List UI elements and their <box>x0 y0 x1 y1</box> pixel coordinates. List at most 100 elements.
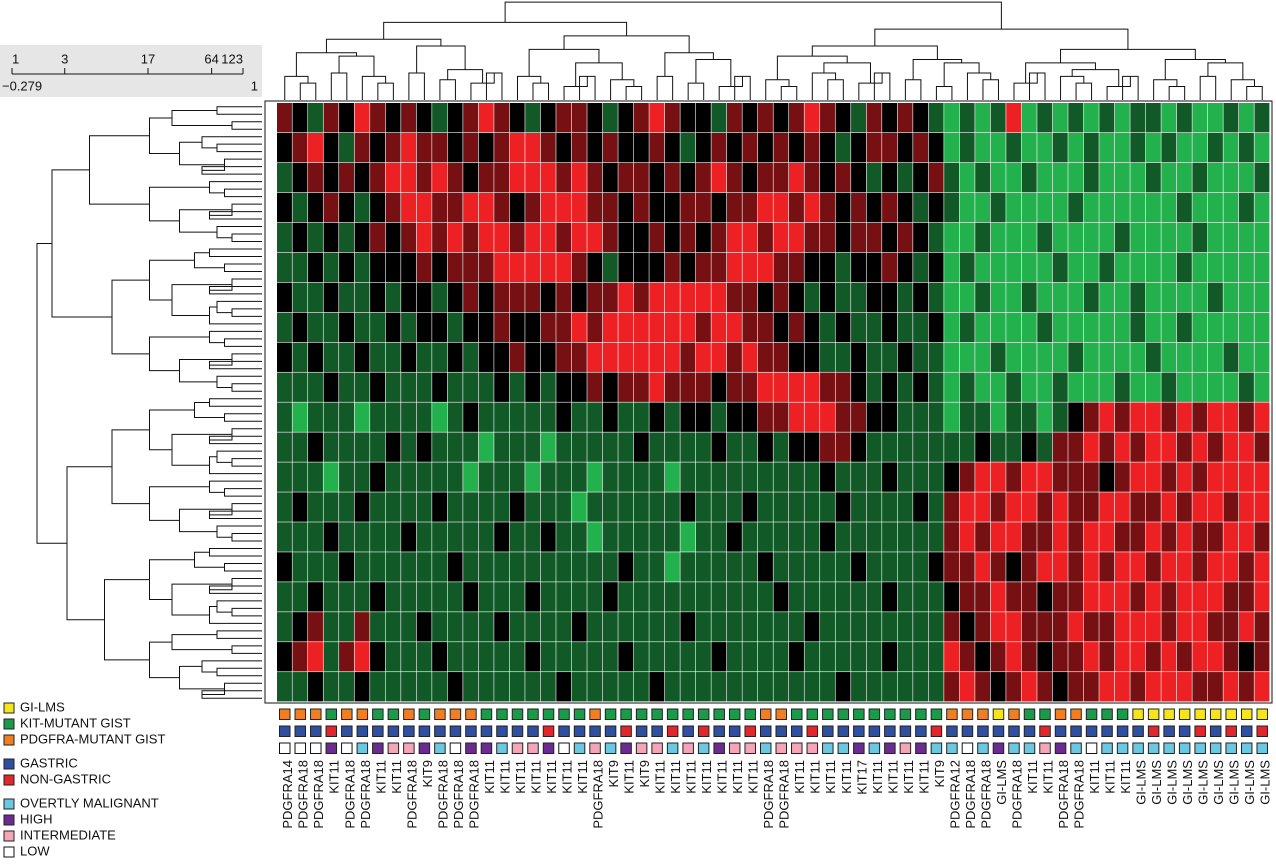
heatmap-cell <box>602 492 618 522</box>
heatmap-cell <box>1083 192 1099 223</box>
dendrogram-branch <box>695 59 732 87</box>
heatmap-cell <box>633 402 649 432</box>
annotation-square <box>527 742 539 754</box>
heatmap-cell <box>835 552 851 582</box>
heatmap-cell <box>478 432 494 462</box>
heatmap-cell <box>385 522 401 552</box>
annotation-square <box>853 725 865 737</box>
heatmap-cell <box>1068 372 1084 402</box>
heatmap-cell <box>292 402 308 432</box>
heatmap-cell <box>726 402 742 432</box>
heatmap-cell <box>990 342 1006 372</box>
heatmap-cell <box>649 552 665 582</box>
heatmap-cell <box>1130 103 1146 133</box>
heatmap-cell <box>308 672 323 702</box>
heatmap-cell <box>742 642 758 672</box>
heatmap-cell <box>928 162 944 193</box>
heatmap-cell <box>602 462 618 492</box>
annotation-square <box>620 708 632 720</box>
heatmap-cell <box>602 432 618 462</box>
annotation-square <box>1178 725 1191 737</box>
heatmap-cell <box>540 192 556 223</box>
heatmap-cell <box>1021 192 1037 223</box>
heatmap-cell <box>292 192 308 223</box>
column-label: GI-LMS <box>1242 760 1257 805</box>
heatmap-cell <box>354 432 370 462</box>
heatmap-cell <box>835 132 851 163</box>
annotation-square <box>1008 708 1020 720</box>
heatmap-cell <box>1223 162 1239 193</box>
heatmap-cell <box>944 252 960 283</box>
annotation-square <box>961 742 974 754</box>
annotation-square <box>1101 725 1113 737</box>
heatmap-cell <box>664 522 680 552</box>
heatmap-cell <box>308 582 323 612</box>
heatmap-cell <box>447 492 463 522</box>
heatmap-cell <box>1083 312 1099 342</box>
heatmap-cell <box>323 432 339 462</box>
heatmap-cell <box>478 162 494 193</box>
heatmap-cell <box>1114 222 1130 253</box>
annotation-square <box>1147 725 1160 737</box>
column-label: KIT11 <box>1103 760 1118 794</box>
annotation-square <box>1256 708 1268 720</box>
dendrogram-branch <box>656 75 674 100</box>
heatmap-cell <box>1207 132 1223 163</box>
annotation-square <box>853 742 865 754</box>
heatmap-cell <box>478 492 494 522</box>
heatmap-cell <box>401 132 417 163</box>
heatmap-cell <box>1099 372 1115 402</box>
heatmap-cell <box>1238 282 1254 313</box>
heatmap-cell <box>975 582 991 612</box>
annotation-square <box>946 708 958 720</box>
heatmap-cell <box>897 192 913 223</box>
heatmap-cell <box>509 103 525 133</box>
annotation-square <box>1008 742 1020 754</box>
heatmap-cell <box>851 552 866 582</box>
column-label: KIT11 <box>559 760 574 794</box>
heatmap-cell <box>944 282 960 313</box>
annotation-square <box>946 742 958 754</box>
heatmap-cell <box>804 252 820 283</box>
heatmap-cell <box>1006 672 1022 702</box>
heatmap-cell <box>618 492 634 522</box>
heatmap-cell <box>1223 642 1239 672</box>
heatmap-cell <box>695 132 711 163</box>
dendrogram-branch <box>171 284 232 316</box>
annotation-square <box>899 725 912 737</box>
dendrogram-branch <box>209 398 262 407</box>
heatmap-cell <box>1083 342 1099 372</box>
heatmap-cell <box>478 342 494 372</box>
heatmap-cell <box>1176 582 1192 612</box>
heatmap-cell <box>913 612 929 642</box>
heatmap-cell <box>975 252 991 283</box>
heatmap-cell <box>1161 612 1177 642</box>
heatmap-cell <box>540 402 556 432</box>
annotation-square <box>868 725 881 737</box>
heatmap-cell <box>447 582 463 612</box>
heatmap-cell <box>944 402 960 432</box>
annotation-square <box>822 725 834 737</box>
heatmap-cell <box>773 612 789 642</box>
heatmap-cell <box>292 162 308 193</box>
annotation-square <box>387 708 400 720</box>
heatmap-cell <box>1130 312 1146 342</box>
annotation-square <box>682 708 694 720</box>
heatmap-cell <box>866 402 882 432</box>
heatmap-cell <box>851 103 866 133</box>
annotation-square <box>279 708 291 720</box>
heatmap-cell <box>432 552 448 582</box>
heatmap-cell <box>463 582 479 612</box>
heatmap-cell <box>525 252 541 283</box>
heatmap-cell <box>711 402 727 432</box>
heatmap-cell <box>571 582 587 612</box>
heatmap-cell <box>726 222 742 253</box>
heatmap-cell <box>1238 162 1254 193</box>
heatmap-cell <box>292 103 308 133</box>
annotation-square <box>1085 725 1098 737</box>
heatmap-cell <box>1083 162 1099 193</box>
heatmap-cell <box>882 162 898 193</box>
heatmap-cell <box>463 402 479 432</box>
heatmap-cell <box>385 132 401 163</box>
heatmap-cell <box>804 462 820 492</box>
